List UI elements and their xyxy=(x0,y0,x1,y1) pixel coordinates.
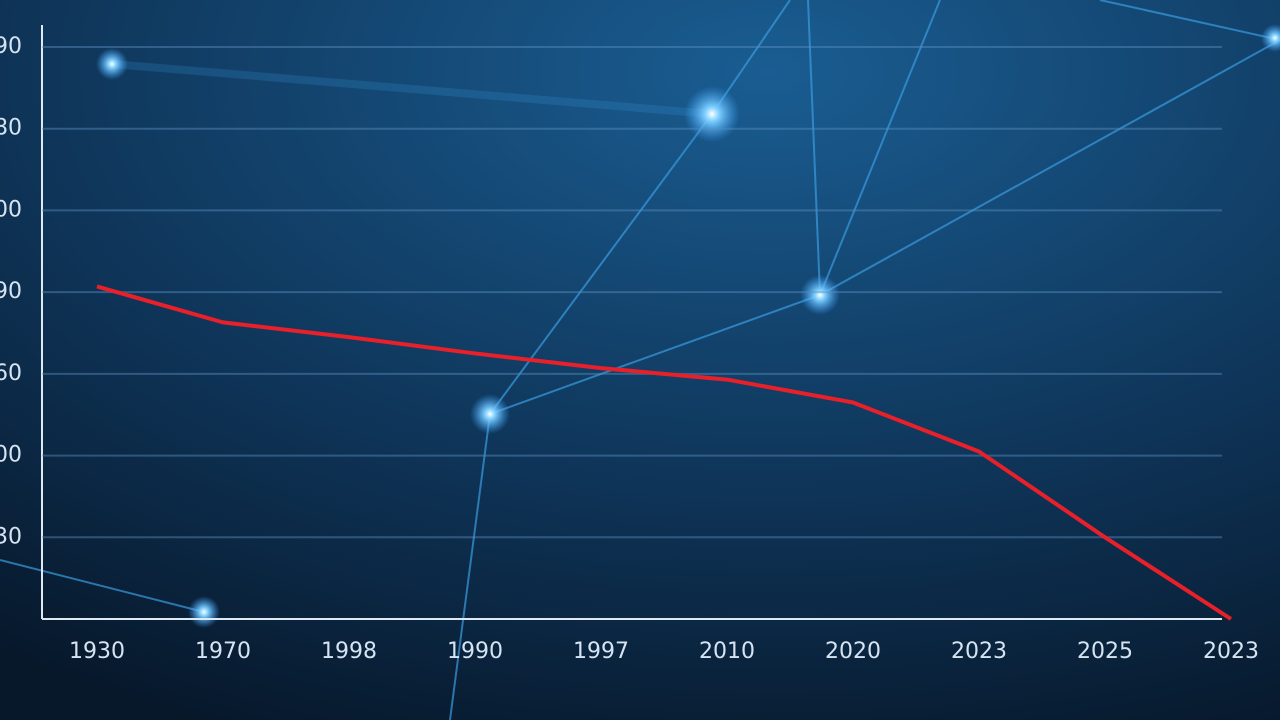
x-tick-label: 1998 xyxy=(321,639,377,664)
x-tick-label: 2025 xyxy=(1077,639,1133,664)
glow-nodes xyxy=(96,24,1280,628)
x-tick-label: 1970 xyxy=(195,639,251,664)
x-tick-label: 2010 xyxy=(699,639,755,664)
x-tick-label: 1990 xyxy=(447,639,503,664)
x-tick-label: 1930 xyxy=(69,639,125,664)
y-tick-label: 30 xyxy=(0,524,22,549)
x-tick-label: 2023 xyxy=(1203,639,1259,664)
x-tick-label: 2023 xyxy=(951,639,1007,664)
y-tick-label: 00 xyxy=(0,197,22,222)
data-line xyxy=(96,284,1233,621)
x-tick-label: 1997 xyxy=(573,639,629,664)
x-tick-label: 2020 xyxy=(825,639,881,664)
y-tick-label: 90 xyxy=(0,34,22,59)
y-tick-label: 60 xyxy=(0,361,22,386)
y-tick-label: 00 xyxy=(0,443,22,468)
y-tick-label: 80 xyxy=(0,116,22,141)
y-tick-label: 90 xyxy=(0,279,22,304)
